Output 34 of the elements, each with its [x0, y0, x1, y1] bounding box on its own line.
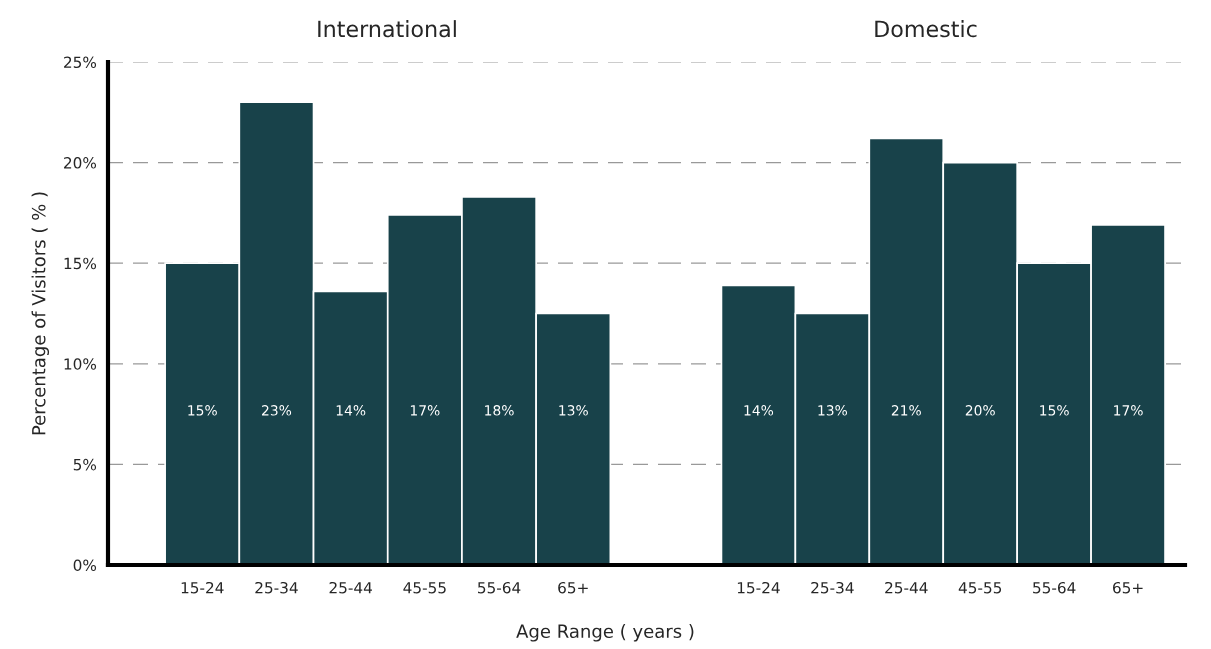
x-tick-label: 65+ — [558, 581, 588, 594]
chart-title: Domestic — [875, 20, 977, 38]
x-tick-label: 25-44 — [329, 581, 372, 594]
x-tick-label: 15-24 — [737, 581, 780, 594]
data-label: 20% — [965, 405, 995, 416]
data-label: 14% — [744, 405, 774, 416]
data-label: 17% — [1114, 405, 1143, 416]
x-tick-label: 55-64 — [478, 581, 521, 594]
x-tick-label: 25-44 — [885, 581, 928, 594]
data-label: 21% — [891, 405, 921, 416]
x-tick-label: 15-24 — [181, 581, 224, 594]
x-tick-label: 45-55 — [958, 582, 1002, 594]
x-tick-label: 65+ — [1113, 581, 1143, 594]
y-tick-label: 10% — [64, 358, 97, 370]
x-tick-label: 25-34 — [811, 581, 854, 594]
y-tick-label: 25% — [64, 56, 97, 69]
x-tick-label: 55-64 — [1033, 581, 1076, 594]
data-label: 17% — [410, 405, 440, 416]
x-axis-title: Age Range ( years ) — [516, 624, 694, 642]
x-tick-label: 25-34 — [255, 581, 298, 594]
y-axis-title: Percentage of Visitors ( % ) — [31, 192, 50, 435]
data-label: 15% — [188, 405, 217, 416]
data-label: 14% — [336, 405, 366, 416]
data-label: 13% — [818, 405, 848, 416]
y-tick-label: 20% — [64, 157, 97, 169]
y-tick-label: 15% — [64, 257, 97, 270]
data-label: 23% — [262, 405, 292, 416]
data-label: 18% — [485, 405, 514, 416]
data-label: 13% — [559, 405, 588, 416]
chart-title: International — [318, 20, 456, 38]
y-tick-label: 5% — [73, 458, 97, 471]
y-tick-label: 0% — [73, 559, 97, 572]
x-tick-label: 45-55 — [403, 582, 446, 594]
data-label: 15% — [1040, 405, 1069, 416]
